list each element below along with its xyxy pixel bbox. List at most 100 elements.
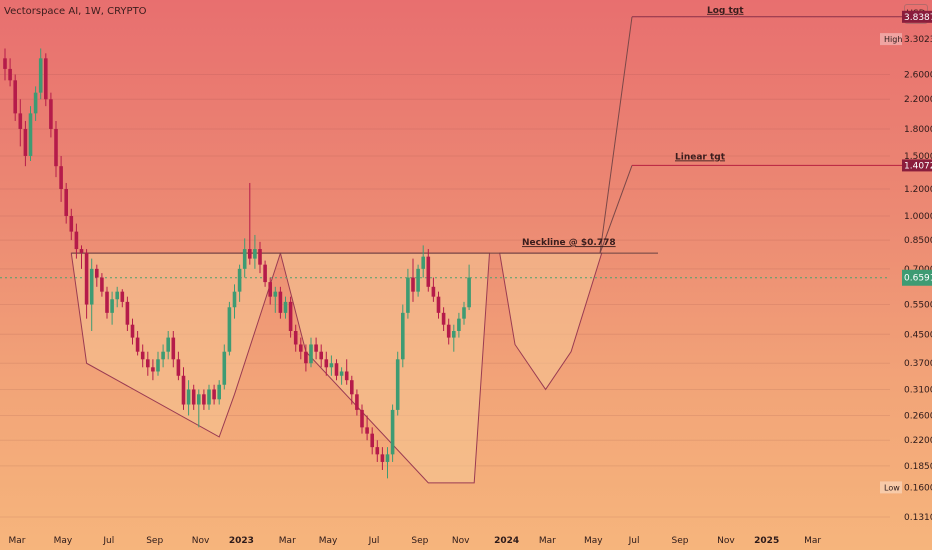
y-tick-label: 1.5000	[904, 152, 932, 162]
candle-body	[38, 58, 43, 93]
y-tick-label: 2.2000	[904, 95, 932, 105]
y-tick-label: 0.1600	[904, 483, 932, 493]
candle-body	[390, 409, 395, 455]
y-tag-box	[880, 481, 902, 494]
candle-body	[110, 299, 114, 313]
candle-body	[441, 312, 446, 325]
y-tag-label: Low	[884, 483, 900, 492]
handle-bowl	[499, 252, 603, 391]
x-tick-label: May	[584, 536, 603, 546]
candle-body	[416, 268, 420, 292]
candle-body	[314, 344, 318, 352]
y-tick-label: 1.8000	[904, 125, 932, 135]
candle-body	[288, 301, 293, 332]
candle-body	[421, 256, 425, 269]
candle-body	[74, 231, 79, 250]
candle-body	[253, 249, 257, 259]
candle-body	[375, 447, 380, 455]
x-tick-label: Jul	[628, 536, 640, 546]
candle-body	[151, 367, 155, 372]
candle-body	[248, 249, 252, 259]
candle-body	[64, 189, 68, 217]
candle-body	[156, 359, 160, 372]
candle-body	[222, 351, 227, 385]
last-price-label: 0.6591	[904, 274, 932, 284]
candle-body	[365, 427, 369, 434]
candle-body	[309, 344, 313, 364]
candle-body	[146, 359, 150, 368]
candle-body	[202, 394, 206, 405]
candle-body	[44, 58, 48, 100]
x-tick-label: Nov	[452, 536, 470, 546]
candle-body	[457, 318, 461, 332]
y-tick-label: 2.6000	[904, 71, 932, 81]
candle-body	[115, 291, 119, 300]
candle-body	[176, 359, 181, 376]
x-tick-label: Nov	[192, 536, 210, 546]
candle-body	[401, 312, 405, 360]
candle-body	[166, 337, 170, 352]
candle-body	[59, 166, 63, 190]
candle-body	[319, 351, 323, 360]
candle-body	[268, 282, 272, 297]
candle-body	[467, 277, 471, 308]
candle-body	[263, 264, 267, 283]
x-tick-label: 2025	[754, 536, 779, 546]
candle-body	[360, 409, 364, 428]
candle-body	[339, 371, 344, 376]
candle-body	[135, 337, 140, 352]
linear-target-leg	[599, 165, 633, 254]
log-target-leg	[599, 16, 633, 254]
candle-body	[242, 249, 247, 269]
candle-body	[304, 351, 308, 364]
candle-body	[293, 331, 298, 345]
candle-body	[54, 128, 58, 167]
candle-body	[28, 113, 33, 156]
candle-body	[258, 249, 262, 265]
candle-body	[273, 291, 278, 297]
candle-body	[171, 337, 176, 360]
candle-body	[217, 384, 221, 400]
x-tick-label: Sep	[146, 536, 163, 546]
x-tick-label: Mar	[279, 536, 296, 546]
y-tick-label: 3.3023	[904, 35, 932, 45]
candle-body	[161, 351, 165, 360]
x-tick-label: Mar	[539, 536, 556, 546]
candle-body	[130, 324, 135, 338]
candle-body	[23, 128, 28, 156]
candle-body	[446, 324, 451, 338]
candle-body	[329, 363, 334, 368]
candle-body	[120, 291, 125, 302]
candle-body	[13, 80, 17, 114]
x-tick-label: Jul	[368, 536, 380, 546]
candle-body	[411, 277, 415, 292]
candle-body	[3, 58, 7, 69]
candle-body	[406, 277, 410, 313]
x-tick-label: Sep	[411, 536, 428, 546]
candle-body	[186, 389, 191, 405]
price-tag-label: 3.8387	[904, 13, 932, 23]
candle-body	[278, 291, 283, 313]
candle-body	[84, 252, 89, 305]
candle-body	[299, 344, 303, 352]
candle-body	[140, 351, 145, 360]
candle-body	[232, 291, 237, 308]
x-tick-label: 2024	[494, 536, 519, 546]
candle-body	[385, 454, 390, 462]
candle-body	[283, 301, 288, 313]
y-tag-label: High	[884, 35, 902, 44]
candle-body	[181, 375, 186, 405]
cup-bowl	[279, 252, 491, 484]
x-tick-label: Sep	[672, 536, 689, 546]
